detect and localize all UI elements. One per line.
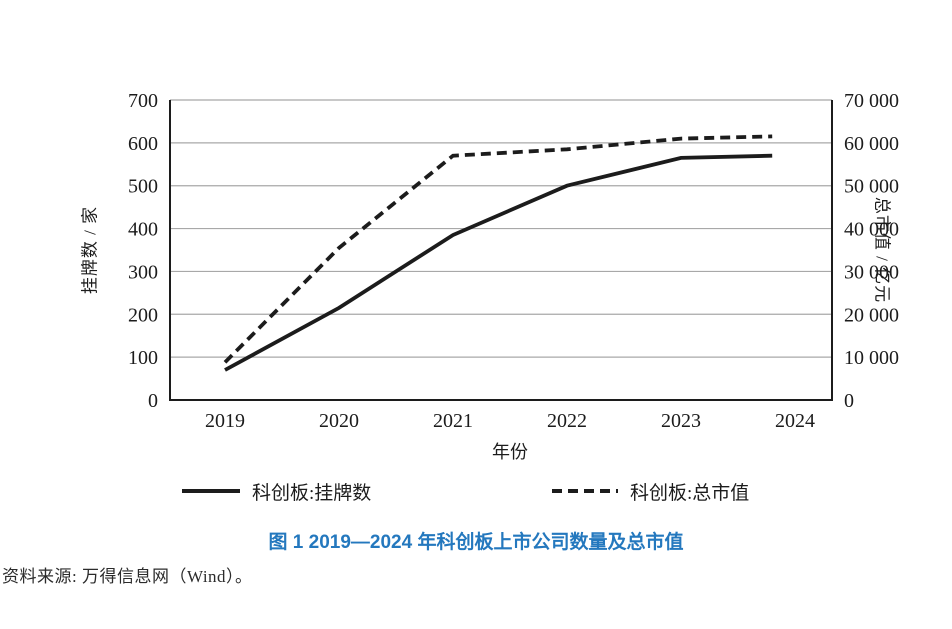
y-right-tick-label: 10 000 [844,347,899,369]
y-left-tick-label: 0 [148,390,158,412]
x-tick-label: 2020 [319,410,359,432]
line-chart: 0 100 200 300 400 500 600 700 0 10 000 20 000 30 00… [128,90,899,432]
y-right-tick-label: 30 000 [844,261,899,283]
x-tick-label: 2019 [205,410,245,432]
y-right-tick-label: 70 000 [844,90,899,112]
y-axis-title-left: 挂牌数 / 家 [80,205,100,295]
y-left-tick-label: 100 [128,347,158,369]
y-left-tick-label: 600 [128,133,158,155]
y-right-tick-label: 20 000 [844,304,899,326]
y-left-tick-label: 300 [128,261,158,283]
source-note: 资料来源: 万得信息网（Wind）。 [2,567,253,586]
y-right-tick-label: 0 [844,390,854,412]
solid-line-swatch [182,489,240,493]
legend-label-marketvalue: 科创板:总市值 [630,482,750,504]
x-tick-label: 2024 [775,410,815,432]
x-tick-label: 2022 [547,410,587,432]
figure-caption: 图 1 2019—2024 年科创板上市公司数量及总市值 [268,532,684,553]
y-right-tick-label: 50 000 [844,176,899,198]
x-axis-title: 年份 [492,442,528,462]
y-right-tick-label: 60 000 [844,133,899,155]
series-line-solid [224,153,773,372]
y-left-tick-label: 500 [128,176,158,198]
y-left-tick-label: 200 [128,304,158,326]
y-right-tick-label: 40 000 [844,219,899,241]
y-left-tick-label: 700 [128,90,158,112]
x-tick-label: 2023 [661,410,701,432]
dashed-line-swatch [552,489,618,493]
legend-item-marketvalue: 科创板:总市值 [552,480,750,504]
y-left-tick-label: 400 [128,219,158,241]
legend-item-listings: 科创板:挂牌数 [182,480,372,504]
y-axis-title-right: 总市值 / 亿元 [872,196,892,304]
x-tick-label: 2021 [433,410,473,432]
series-line-dashed [223,134,773,364]
legend-label-listings: 科创板:挂牌数 [252,482,372,504]
